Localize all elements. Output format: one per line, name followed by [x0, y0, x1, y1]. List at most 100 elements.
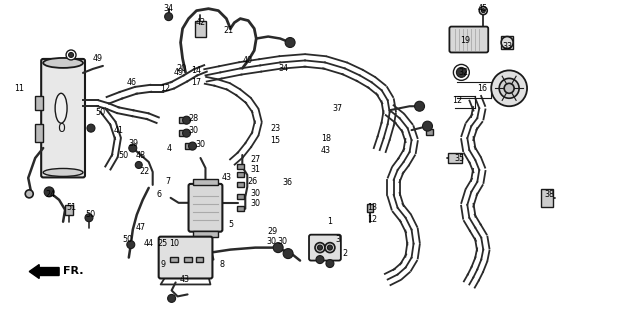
Text: 27: 27	[250, 156, 261, 164]
Text: 35: 35	[454, 154, 464, 163]
Ellipse shape	[55, 93, 67, 123]
Text: 41: 41	[114, 126, 124, 135]
Circle shape	[491, 70, 527, 106]
Text: 24: 24	[45, 190, 55, 199]
Bar	[184, 143, 192, 149]
Circle shape	[127, 241, 135, 249]
Text: 21: 21	[223, 26, 233, 35]
Circle shape	[326, 260, 334, 268]
Text: 30: 30	[250, 189, 260, 198]
FancyBboxPatch shape	[309, 235, 341, 260]
Bar	[194, 20, 206, 36]
Circle shape	[189, 142, 196, 150]
Bar	[192, 179, 218, 185]
Bar	[184, 257, 191, 262]
FancyBboxPatch shape	[159, 237, 212, 278]
Circle shape	[479, 7, 488, 15]
Text: 36: 36	[282, 179, 292, 188]
Bar	[35, 96, 43, 110]
Circle shape	[325, 243, 335, 252]
Circle shape	[273, 243, 283, 252]
Circle shape	[283, 249, 293, 259]
Text: 37: 37	[333, 104, 343, 113]
Bar	[179, 117, 186, 123]
Circle shape	[499, 78, 519, 98]
Text: 30: 30	[189, 126, 199, 135]
Text: 20: 20	[176, 64, 187, 73]
Text: 10: 10	[169, 239, 179, 248]
Bar	[65, 205, 73, 215]
Text: 34: 34	[164, 4, 174, 13]
Text: 12: 12	[452, 96, 462, 105]
Text: 7: 7	[165, 177, 170, 187]
Text: 3: 3	[336, 235, 341, 244]
Text: 30: 30	[266, 237, 276, 246]
Bar	[237, 182, 244, 188]
Text: 13: 13	[367, 203, 377, 212]
Text: 23: 23	[270, 124, 280, 132]
Text: 4: 4	[166, 144, 171, 153]
Text: 28: 28	[189, 114, 199, 123]
Text: 43: 43	[179, 275, 189, 284]
FancyArrow shape	[29, 265, 59, 278]
Text: 15: 15	[270, 136, 280, 145]
Text: 48: 48	[136, 150, 146, 160]
Circle shape	[501, 36, 513, 49]
Text: 34: 34	[278, 64, 288, 73]
Circle shape	[328, 245, 332, 250]
Text: 49: 49	[93, 54, 103, 63]
Bar	[196, 257, 204, 262]
Circle shape	[316, 256, 324, 264]
Circle shape	[44, 187, 54, 197]
Text: 45: 45	[478, 4, 488, 13]
Text: 31: 31	[250, 165, 260, 174]
Text: 11: 11	[14, 84, 24, 93]
Ellipse shape	[43, 58, 83, 68]
Text: 0: 0	[57, 122, 65, 135]
Circle shape	[182, 129, 191, 137]
FancyBboxPatch shape	[449, 27, 488, 52]
Text: 51: 51	[66, 203, 76, 212]
Text: 38: 38	[544, 190, 554, 199]
Text: 43: 43	[321, 146, 331, 155]
Text: 30: 30	[196, 140, 206, 148]
Circle shape	[25, 190, 33, 198]
Text: 50: 50	[85, 210, 95, 219]
Circle shape	[164, 13, 172, 20]
Bar	[35, 124, 43, 142]
Text: 19: 19	[460, 36, 471, 45]
Text: 32: 32	[458, 68, 468, 77]
Circle shape	[318, 245, 322, 250]
Bar	[179, 130, 186, 136]
Bar	[541, 189, 553, 207]
Bar	[192, 231, 218, 237]
Bar	[426, 129, 434, 135]
Text: 12: 12	[161, 84, 171, 93]
Text: 8: 8	[220, 260, 225, 269]
Circle shape	[285, 37, 295, 47]
Text: 16: 16	[478, 84, 488, 93]
Text: 12: 12	[367, 215, 377, 224]
Text: 5: 5	[229, 220, 234, 229]
Text: 30: 30	[250, 199, 260, 208]
Text: 2: 2	[342, 249, 348, 258]
Text: 29: 29	[267, 227, 278, 236]
Text: 30: 30	[277, 237, 287, 246]
Bar	[237, 172, 244, 177]
Text: 25: 25	[158, 239, 168, 248]
Circle shape	[66, 50, 76, 60]
Circle shape	[504, 83, 514, 93]
Text: 43: 43	[221, 173, 231, 182]
Circle shape	[129, 144, 137, 152]
Bar	[169, 257, 177, 262]
Circle shape	[481, 9, 485, 13]
Circle shape	[456, 68, 466, 77]
Circle shape	[414, 101, 424, 111]
Bar	[367, 204, 372, 212]
Text: 1: 1	[328, 217, 332, 226]
Bar	[448, 153, 462, 163]
Circle shape	[182, 116, 191, 124]
FancyBboxPatch shape	[189, 184, 222, 232]
Text: 6: 6	[156, 190, 161, 199]
FancyBboxPatch shape	[41, 59, 85, 177]
